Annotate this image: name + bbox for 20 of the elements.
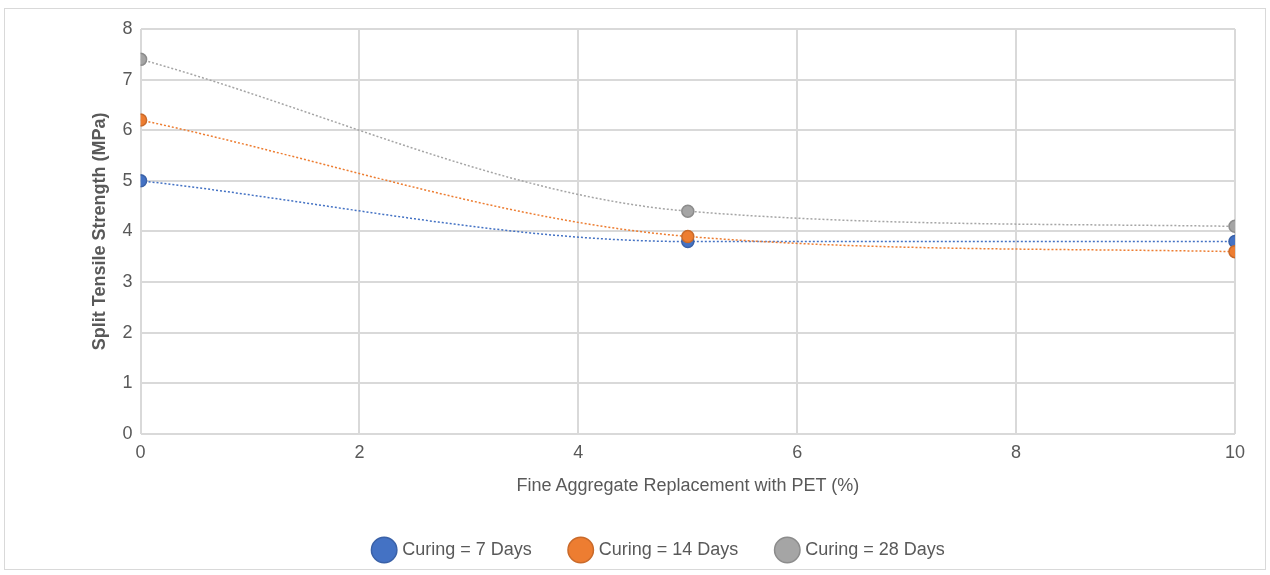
- y-tick-label: 4: [122, 220, 133, 241]
- y-tick-label: 7: [122, 68, 133, 89]
- legend-label: Curing = 28 Days: [805, 538, 945, 559]
- x-axis-title: Fine Aggregate Replacement with PET (%): [516, 475, 860, 496]
- x-tick-label: 4: [573, 441, 584, 462]
- x-tick-label: 10: [1224, 441, 1246, 462]
- y-tick-label: 5: [122, 169, 133, 190]
- y-tick-label: 3: [122, 270, 133, 291]
- x-tick-label: 2: [354, 441, 365, 462]
- y-axis-title: Split Tensile Strength (MPa): [88, 112, 109, 351]
- legend-label: Curing = 14 Days: [598, 538, 739, 559]
- y-tick-label: 1: [122, 372, 133, 393]
- y-tick-label: 0: [122, 422, 133, 443]
- x-tick-label: 8: [1011, 441, 1022, 462]
- x-tick-label: 6: [792, 441, 803, 462]
- y-tick-label: 2: [122, 321, 133, 342]
- y-tick-label: 6: [122, 119, 133, 140]
- x-tick-label: 0: [135, 441, 146, 462]
- y-tick-label: 8: [122, 17, 133, 38]
- legend-label: Curing = 7 Days: [402, 538, 532, 559]
